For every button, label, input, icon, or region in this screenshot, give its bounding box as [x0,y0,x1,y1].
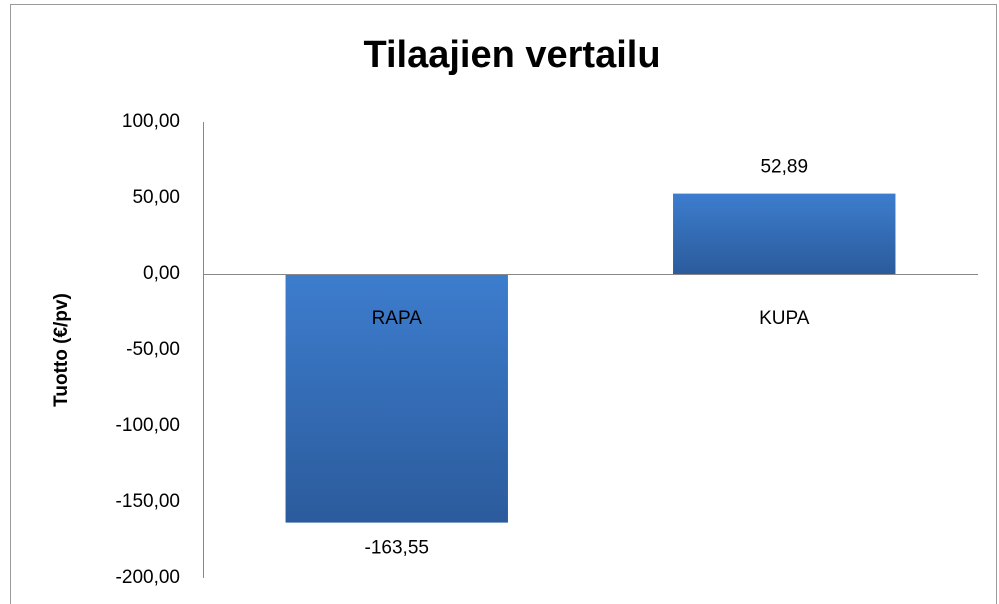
bar [285,274,508,523]
y-tick-label: 0,00 [143,263,180,284]
y-tick-label: 50,00 [132,187,180,208]
y-tick-label: -50,00 [126,339,180,360]
data-label: 52,89 [760,157,808,178]
y-axis-label: Tuotto (€/pv) [51,293,72,407]
bar [673,193,896,274]
y-tick-label: -200,00 [116,567,180,588]
x-tick-label: RAPA [372,308,423,329]
data-label: -163,55 [365,538,429,559]
y-tick-label: -150,00 [116,491,180,512]
x-tick-label: KUPA [759,308,810,329]
y-tick-label: 100,00 [122,111,180,132]
y-tick-label: -100,00 [116,415,180,436]
chart-title: Tilaajien vertailu [363,34,660,76]
